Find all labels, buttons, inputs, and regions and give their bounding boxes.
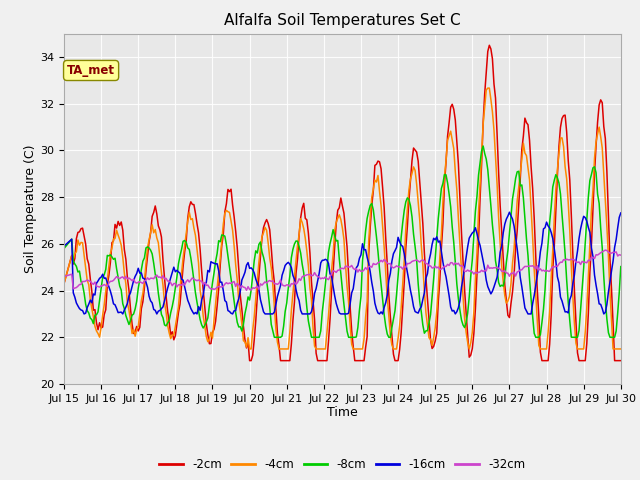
X-axis label: Time: Time bbox=[327, 407, 358, 420]
-16cm bbox=[506, 209, 513, 215]
-8cm bbox=[410, 231, 417, 237]
-8cm bbox=[271, 335, 278, 340]
-2cm bbox=[246, 358, 253, 363]
-8cm bbox=[60, 246, 68, 252]
-2cm bbox=[397, 330, 405, 336]
-8cm bbox=[379, 297, 387, 302]
-32cm bbox=[60, 274, 68, 279]
-32cm bbox=[397, 264, 405, 270]
-16cm bbox=[617, 210, 625, 216]
-32cm bbox=[379, 259, 387, 264]
Line: -32cm: -32cm bbox=[64, 250, 621, 290]
Line: -8cm: -8cm bbox=[64, 146, 621, 337]
-16cm bbox=[379, 311, 387, 317]
-8cm bbox=[397, 234, 405, 240]
-2cm bbox=[60, 281, 68, 287]
-8cm bbox=[479, 143, 487, 149]
-32cm bbox=[164, 278, 172, 284]
-32cm bbox=[410, 258, 417, 264]
-4cm bbox=[552, 186, 559, 192]
Text: TA_met: TA_met bbox=[67, 64, 115, 77]
Line: -4cm: -4cm bbox=[64, 88, 621, 349]
Legend: -2cm, -4cm, -8cm, -16cm, -32cm: -2cm, -4cm, -8cm, -16cm, -32cm bbox=[154, 454, 531, 476]
-4cm bbox=[379, 223, 387, 228]
-4cm bbox=[484, 85, 492, 91]
-2cm bbox=[379, 185, 387, 191]
-4cm bbox=[76, 242, 83, 248]
-4cm bbox=[246, 346, 253, 352]
-32cm bbox=[550, 264, 558, 270]
-2cm bbox=[552, 209, 559, 215]
-32cm bbox=[76, 282, 83, 288]
-16cm bbox=[165, 280, 173, 286]
-8cm bbox=[617, 264, 625, 269]
-32cm bbox=[617, 252, 625, 258]
-2cm bbox=[617, 358, 625, 363]
-4cm bbox=[410, 164, 417, 170]
Line: -2cm: -2cm bbox=[64, 45, 621, 360]
Y-axis label: Soil Temperature (C): Soil Temperature (C) bbox=[24, 144, 37, 273]
-16cm bbox=[552, 258, 559, 264]
Title: Alfalfa Soil Temperatures Set C: Alfalfa Soil Temperatures Set C bbox=[224, 13, 461, 28]
-2cm bbox=[410, 145, 417, 151]
-4cm bbox=[617, 346, 625, 352]
-16cm bbox=[60, 243, 68, 249]
-16cm bbox=[397, 242, 405, 248]
-4cm bbox=[164, 323, 172, 328]
Line: -16cm: -16cm bbox=[64, 212, 621, 314]
-4cm bbox=[60, 281, 68, 287]
-2cm bbox=[76, 229, 83, 235]
-8cm bbox=[552, 172, 559, 178]
-2cm bbox=[486, 42, 493, 48]
-16cm bbox=[76, 306, 83, 312]
-4cm bbox=[397, 305, 405, 311]
-8cm bbox=[164, 320, 172, 326]
-32cm bbox=[243, 288, 250, 293]
-8cm bbox=[76, 268, 83, 274]
-16cm bbox=[80, 311, 88, 317]
-2cm bbox=[164, 308, 172, 314]
-32cm bbox=[602, 247, 609, 253]
-16cm bbox=[410, 304, 417, 310]
